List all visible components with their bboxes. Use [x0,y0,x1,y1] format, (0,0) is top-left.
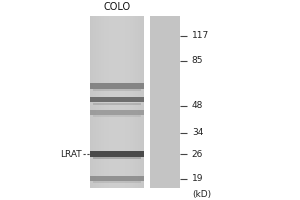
Bar [150,16,180,188]
Bar [93,89,141,91]
Bar [93,181,141,183]
Text: LRAT: LRAT [60,150,81,159]
Text: COLO: COLO [103,2,131,12]
Text: 48: 48 [192,101,203,110]
Text: 117: 117 [192,31,209,40]
Bar [93,157,141,159]
Text: 34: 34 [192,128,203,137]
Text: 85: 85 [192,56,203,65]
Bar [90,83,144,89]
Text: 26: 26 [192,150,203,159]
Bar [90,97,144,102]
Bar [93,115,141,117]
Bar [90,110,144,115]
Bar [93,103,141,105]
Bar [90,176,144,181]
Text: 19: 19 [192,174,203,183]
Bar [90,151,144,157]
Bar [90,16,144,188]
Text: (kD): (kD) [192,190,211,199]
